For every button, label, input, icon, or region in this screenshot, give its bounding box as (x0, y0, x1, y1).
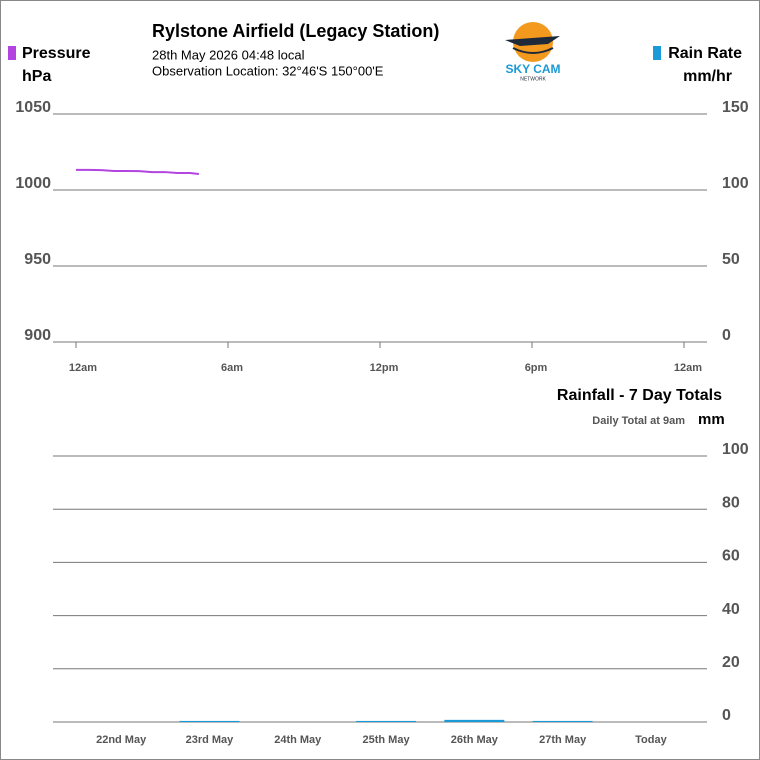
x-tick-label: 24th May (274, 734, 322, 746)
bar (444, 719, 505, 722)
y-axis-unit: mm (698, 411, 725, 428)
y2-tick-label: 150 (722, 99, 749, 116)
x-tick-label: 12pm (370, 362, 399, 374)
x-tick-label: 12am (69, 362, 97, 374)
x-tick-label: 27th May (539, 734, 587, 746)
bar (356, 720, 417, 722)
location: Observation Location: 32°46'S 150°00'E (152, 63, 384, 78)
y-tick-label: 40 (722, 601, 740, 618)
logo-sub: NETWORK (520, 76, 546, 82)
legend-label: Rain Rate (668, 45, 742, 62)
y2-tick-label: 0 (722, 327, 731, 344)
y-tick-label: 20 (722, 654, 740, 671)
x-tick-label: 25th May (363, 734, 411, 746)
bar (532, 720, 593, 722)
x-tick-label: 26th May (451, 734, 499, 746)
x-tick-label: Today (635, 734, 667, 746)
line-series (76, 168, 199, 176)
legend-label: Pressure (22, 45, 91, 62)
y-tick-label: 100 (722, 441, 749, 458)
y-axis-unit: hPa (22, 68, 51, 85)
y-tick-label: 60 (722, 548, 740, 565)
x-tick-label: 22nd May (96, 734, 147, 746)
subtitle: 28th May 2026 04:48 local (152, 47, 305, 62)
title: Rylstone Airfield (Legacy Station) (152, 21, 439, 41)
y-tick-label: 80 (722, 494, 740, 511)
legend-swatch (653, 46, 661, 60)
x-tick-label: 6am (221, 362, 243, 374)
x-tick-label: 12am (674, 362, 702, 374)
chart-subtitle: Daily Total at 9am (592, 415, 685, 427)
bar (179, 720, 240, 722)
y2-axis-unit: mm/hr (683, 68, 732, 85)
x-tick-label: 6pm (525, 362, 548, 374)
logo-text: SKY CAM (505, 62, 560, 76)
y2-tick-label: 50 (722, 251, 740, 268)
y-tick-label: 1000 (15, 175, 51, 192)
logo: SKY CAM NETWORK (505, 22, 561, 82)
x-tick-label: 23rd May (186, 734, 235, 746)
chart-title: Rainfall - 7 Day Totals (557, 387, 722, 404)
y-tick-label: 900 (24, 327, 51, 344)
y-tick-label: 1050 (15, 99, 51, 116)
y-tick-label: 950 (24, 251, 51, 268)
legend-swatch (8, 46, 16, 60)
y2-tick-label: 100 (722, 175, 749, 192)
y-tick-label: 0 (722, 707, 731, 724)
